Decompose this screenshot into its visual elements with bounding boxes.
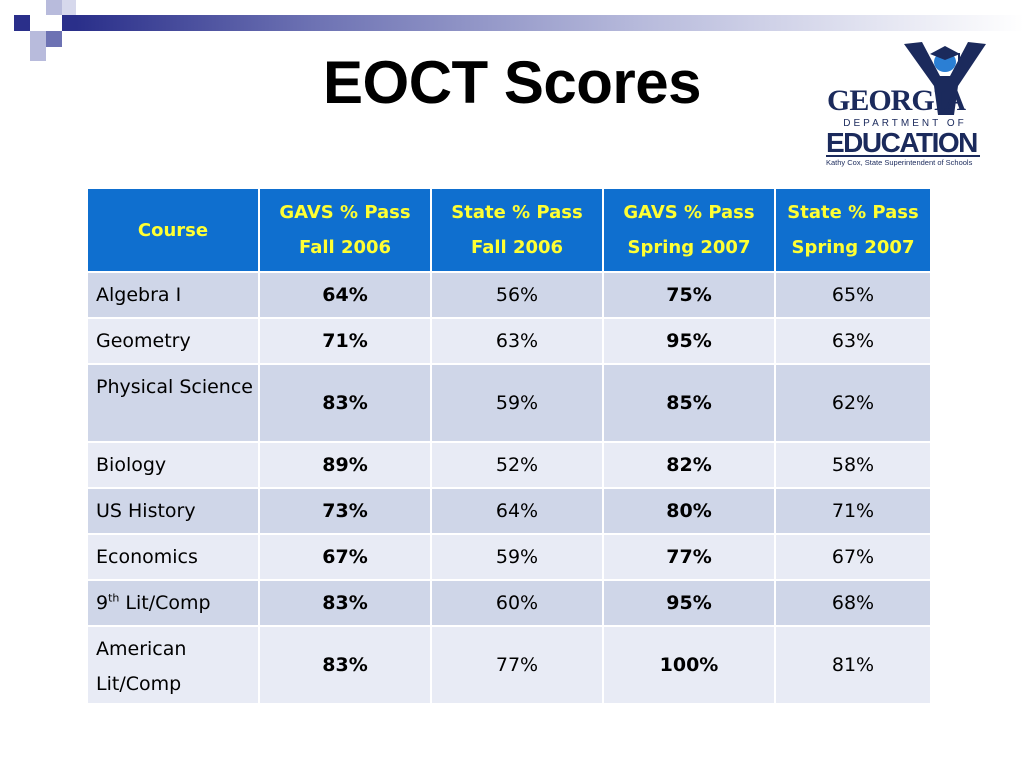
- gavs-spring-cell: 82%: [602, 441, 776, 489]
- logo-dept-text: DEPARTMENT OF: [843, 118, 967, 129]
- header-gavs-fall-2006: GAVS % Pass Fall 2006: [258, 187, 432, 273]
- state-spring-cell: 71%: [774, 487, 932, 535]
- state-spring-cell: 58%: [774, 441, 932, 489]
- course-cell: Biology: [86, 441, 260, 489]
- gavs-spring-cell: 85%: [602, 363, 776, 443]
- state-spring-cell: 62%: [774, 363, 932, 443]
- graduate-figure-icon: [904, 42, 986, 115]
- course-cell: Geometry: [86, 317, 260, 365]
- table-row: Physical Science 83% 59% 85% 62%: [86, 363, 932, 443]
- state-spring-cell: 67%: [774, 533, 932, 581]
- gavs-fall-cell: 83%: [258, 363, 432, 443]
- state-spring-cell: 63%: [774, 317, 932, 365]
- table-row: Biology 89% 52% 82% 58%: [86, 441, 932, 489]
- gavs-spring-cell: 95%: [602, 317, 776, 365]
- header-course: Course: [86, 187, 260, 273]
- header-gavs-spring-2007: GAVS % Pass Spring 2007: [602, 187, 776, 273]
- state-spring-cell: 65%: [774, 271, 932, 319]
- table-row: US History 73% 64% 80% 71%: [86, 487, 932, 535]
- gavs-fall-cell: 73%: [258, 487, 432, 535]
- table-row: Economics 67% 59% 77% 67%: [86, 533, 932, 581]
- corner-decoration: [0, 0, 90, 70]
- logo-superintendent-text: Kathy Cox, State Superintendent of Schoo…: [826, 158, 973, 167]
- gavs-fall-cell: 83%: [258, 625, 432, 705]
- table-row: Geometry 71% 63% 95% 63%: [86, 317, 932, 365]
- state-fall-cell: 59%: [430, 533, 604, 581]
- state-fall-cell: 64%: [430, 487, 604, 535]
- course-superscript: th: [108, 591, 120, 605]
- state-fall-cell: 77%: [430, 625, 604, 705]
- table-header-row: Course GAVS % Pass Fall 2006 State % Pas…: [86, 187, 932, 273]
- course-cell: 9th Lit/Comp: [86, 579, 260, 627]
- course-prefix: 9: [96, 592, 109, 614]
- course-cell: Economics: [86, 533, 260, 581]
- state-fall-cell: 60%: [430, 579, 604, 627]
- georgia-doe-logo: GEORGIA DEPARTMENT OF EDUCATION Kathy Co…: [822, 40, 994, 170]
- gavs-spring-cell: 100%: [602, 625, 776, 705]
- course-cell: US History: [86, 487, 260, 535]
- gavs-spring-cell: 95%: [602, 579, 776, 627]
- course-cell: American Lit/Comp: [86, 625, 260, 705]
- gavs-spring-cell: 80%: [602, 487, 776, 535]
- table-row: American Lit/Comp 83% 77% 100% 81%: [86, 625, 932, 705]
- state-spring-cell: 81%: [774, 625, 932, 705]
- table-row: Algebra I 64% 56% 75% 65%: [86, 271, 932, 319]
- gavs-fall-cell: 71%: [258, 317, 432, 365]
- course-cell: Physical Science: [86, 363, 260, 443]
- gavs-fall-cell: 83%: [258, 579, 432, 627]
- state-spring-cell: 68%: [774, 579, 932, 627]
- header-state-spring-2007: State % Pass Spring 2007: [774, 187, 932, 273]
- course-suffix: Lit/Comp: [119, 592, 211, 614]
- eoct-scores-table: Course GAVS % Pass Fall 2006 State % Pas…: [86, 187, 932, 705]
- table-row: 9th Lit/Comp 83% 60% 95% 68%: [86, 579, 932, 627]
- gavs-fall-cell: 89%: [258, 441, 432, 489]
- gavs-spring-cell: 75%: [602, 271, 776, 319]
- gavs-spring-cell: 77%: [602, 533, 776, 581]
- gavs-fall-cell: 67%: [258, 533, 432, 581]
- state-fall-cell: 63%: [430, 317, 604, 365]
- slide-title: EOCT Scores: [323, 49, 701, 116]
- state-fall-cell: 52%: [430, 441, 604, 489]
- state-fall-cell: 59%: [430, 363, 604, 443]
- course-cell: Algebra I: [86, 271, 260, 319]
- gavs-fall-cell: 64%: [258, 271, 432, 319]
- state-fall-cell: 56%: [430, 271, 604, 319]
- header-state-fall-2006: State % Pass Fall 2006: [430, 187, 604, 273]
- title-bar-gradient: [76, 15, 1024, 31]
- logo-education-text: EDUCATION: [826, 127, 978, 158]
- logo-georgia-text: GEORGIA: [827, 84, 966, 117]
- logo-divider: [826, 155, 980, 157]
